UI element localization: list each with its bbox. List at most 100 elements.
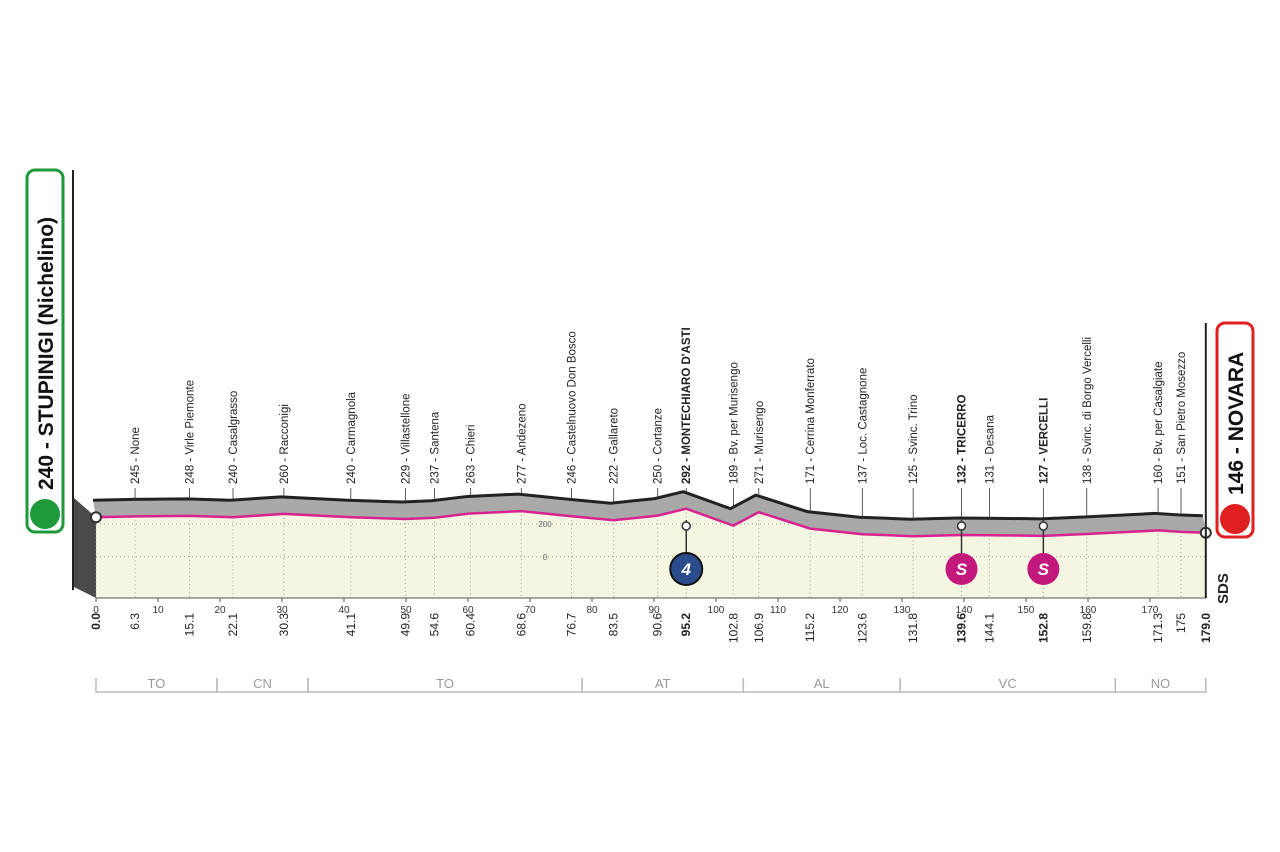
km-label: 131.8: [906, 613, 920, 643]
x-tick-label: 120: [832, 605, 849, 616]
waypoint-label: 160 - Bv. per Casalgiate: [1153, 361, 1165, 484]
km-label: 60.4: [463, 613, 477, 637]
region-label: AT: [655, 676, 671, 691]
profile-base: [96, 508, 1206, 598]
km-label: 15.1: [183, 613, 197, 637]
region-label: CN: [253, 676, 272, 691]
waypoint-label: 229 - Villastellone: [400, 393, 412, 484]
km-label: 106.9: [752, 613, 766, 643]
km-label: 90.6: [651, 613, 665, 637]
y-tick-label: 200: [538, 520, 552, 529]
x-tick-label: 0: [93, 605, 99, 616]
km-label: 159.8: [1080, 613, 1094, 643]
x-tick-label: 150: [1018, 605, 1035, 616]
waypoint-label: 248 - Virle Piemonte: [185, 380, 197, 484]
x-tick-label: 140: [956, 605, 973, 616]
waypoint-label: 127 - VERCELLI: [1038, 398, 1050, 484]
y-tick-label: 0: [543, 553, 548, 562]
waypoint-label: 250 - Cortanze: [653, 408, 665, 484]
waypoint-label: 237 - Santena: [430, 411, 442, 484]
km-label: 152.8: [1036, 613, 1050, 643]
start-box: [25, 168, 65, 534]
km-label: 68.6: [514, 613, 528, 637]
waypoint-label: 260 - Racconigi: [279, 404, 291, 484]
km-label: 0.0: [89, 613, 103, 630]
logo: SDS: [1215, 573, 1232, 604]
marker-label: 4: [681, 560, 692, 579]
km-label: 139.6: [955, 613, 969, 643]
x-tick-label: 40: [338, 605, 350, 616]
x-tick-label: 50: [400, 605, 412, 616]
waypoint-label: 125 - Svinc. Trino: [908, 395, 920, 484]
x-tick-label: 110: [770, 605, 786, 616]
km-label: 49.9: [398, 613, 412, 637]
km-label: 22.1: [226, 613, 240, 637]
profile-band: [93, 491, 1206, 537]
km-label: 30.3: [277, 613, 291, 637]
x-tick-label: 10: [152, 605, 164, 616]
km-label: 41.1: [344, 613, 358, 637]
x-tick-label: 60: [462, 605, 474, 616]
waypoint-label: 171 - Cerrina Monferrato: [805, 358, 817, 484]
marker: [1027, 553, 1060, 585]
x-tick-label: 160: [1080, 605, 1097, 616]
km-label: 54.6: [428, 613, 442, 637]
start-label: 240 - STUPINIGI (Nichelino): [35, 217, 58, 490]
x-tick-label: 90: [648, 605, 660, 616]
finish-icon: [1220, 504, 1250, 534]
waypoint-label: 240 - Casalgrasso: [228, 391, 240, 484]
x-tick-label: 30: [276, 605, 288, 616]
x-tick-label: 70: [524, 605, 536, 616]
waypoint-label: 151 - San Pietro Mosezzo: [1176, 352, 1188, 484]
km-label: 171.3: [1151, 613, 1165, 643]
km-label: 179.0: [1199, 613, 1213, 643]
finish-label: 146 - NOVARA: [1225, 352, 1248, 495]
waypoint-label: 263 - Chieri: [465, 425, 477, 484]
waypoint-label: 189 - Bv. per Murisengo: [728, 362, 740, 484]
x-tick-label: 20: [214, 605, 226, 616]
profile-side: [72, 496, 96, 598]
waypoint-label: 132 - TRICERRO: [957, 394, 969, 484]
km-label: 76.7: [565, 613, 579, 637]
km-label: 144.1: [982, 613, 996, 643]
finish-box: [1215, 321, 1255, 539]
km-label: 6.3: [128, 613, 142, 630]
waypoint-label: 222 - Gallareto: [609, 408, 621, 484]
profile-top-line: [92, 490, 1203, 521]
marker-pin: [1038, 521, 1049, 531]
x-tick-label: 80: [586, 605, 598, 616]
region-label: TO: [436, 676, 454, 691]
marker: [669, 552, 704, 586]
marker-pin: [956, 521, 967, 531]
waypoint-label: 277 - Andezeno: [516, 403, 528, 484]
km-label: 83.5: [607, 613, 621, 637]
km-label: 95.2: [679, 613, 693, 637]
waypoint-label: 137 - Loc. Castagnone: [857, 368, 869, 484]
waypoint-label: 292 - MONTECHIARO D'ASTI: [681, 327, 693, 484]
start-icon: [30, 499, 60, 529]
waypoint-label: 246 - Castelnuovo Don Bosco: [567, 331, 579, 484]
km-label: 123.6: [855, 613, 869, 643]
marker-label: S: [956, 560, 968, 579]
waypoint-label: 131 - Desana: [984, 414, 996, 484]
km-label: 102.8: [726, 613, 740, 643]
profile-line: [95, 507, 1206, 538]
km-label: 115.2: [803, 613, 817, 642]
waypoint-label: 271 - Murisengo: [754, 401, 766, 484]
x-tick-label: 170: [1142, 605, 1159, 616]
region-label: NO: [1151, 676, 1171, 691]
region-bracket: [1114, 678, 1207, 693]
waypoint-label: 138 - Svinc. di Borgo Vercelli: [1082, 337, 1094, 484]
region-label: AL: [814, 676, 830, 691]
x-tick-label: 100: [708, 605, 725, 616]
waypoint-label: 245 - None: [130, 427, 142, 484]
region-label: TO: [148, 676, 166, 691]
marker: [945, 553, 978, 585]
endpoint-dot: [90, 511, 102, 524]
marker-label: S: [1038, 560, 1050, 579]
region-label: VC: [999, 676, 1017, 691]
marker-pin: [681, 521, 691, 531]
km-label: 175: [1174, 613, 1188, 633]
x-tick-label: 130: [894, 605, 911, 616]
